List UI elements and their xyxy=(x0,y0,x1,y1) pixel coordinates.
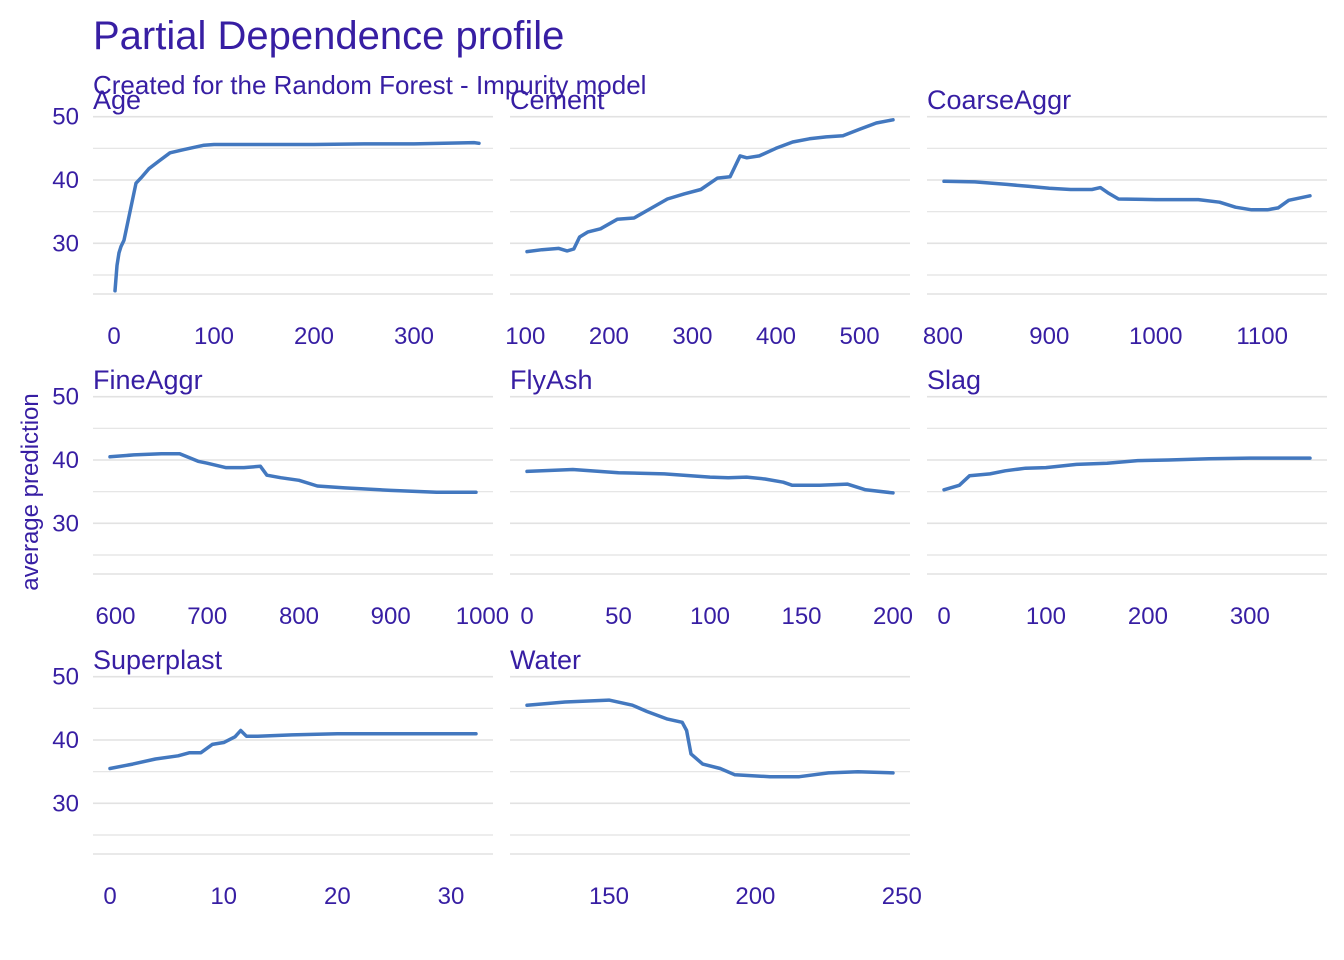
panel-label: Cement xyxy=(510,85,605,115)
panel-label: Water xyxy=(510,645,581,675)
x-tick-label: 300 xyxy=(672,323,712,350)
x-tick-label: 100 xyxy=(194,323,234,350)
x-tick-label: 1000 xyxy=(456,603,509,630)
x-tick-label: 100 xyxy=(505,323,545,350)
panel-age: 30 40 50 0 100 200 300 Age xyxy=(52,85,493,350)
y-tick-label: 30 xyxy=(52,510,79,537)
x-tick-label: 50 xyxy=(605,603,632,630)
x-tick-label: 1100 xyxy=(1236,323,1288,350)
x-tick-label: 700 xyxy=(187,603,227,630)
y-tick-label: 40 xyxy=(52,167,79,194)
x-tick-label: 600 xyxy=(95,603,135,630)
x-tick-label: 1000 xyxy=(1129,323,1182,350)
profile-line-superplast xyxy=(108,728,478,771)
x-tick-label: 500 xyxy=(840,323,880,350)
y-tick-label: 40 xyxy=(52,727,79,754)
x-tick-label: 20 xyxy=(324,883,351,910)
x-tick-label: 0 xyxy=(107,323,120,350)
panel-label: Superplast xyxy=(93,645,223,675)
x-tick-label: 200 xyxy=(873,603,913,630)
y-tick-label: 40 xyxy=(52,447,79,474)
x-tick-label: 100 xyxy=(1026,603,1066,630)
panel-label: FlyAsh xyxy=(510,365,593,395)
panel-superplast: 30 40 50 0 10 20 30 Superplast xyxy=(52,645,493,910)
x-tick-label: 30 xyxy=(438,883,465,910)
x-tick-label: 0 xyxy=(520,603,533,630)
profile-line-flyash xyxy=(525,467,895,495)
x-tick-label: 200 xyxy=(735,883,775,910)
y-axis-label: average prediction xyxy=(17,393,44,590)
panel-label: Slag xyxy=(927,365,981,395)
profile-line-coarseaggr xyxy=(942,179,1312,212)
y-tick-label: 50 xyxy=(52,104,79,131)
x-tick-label: 300 xyxy=(1230,603,1270,630)
y-tick-label: 50 xyxy=(52,384,79,411)
x-tick-label: 300 xyxy=(394,323,434,350)
panel-label: Age xyxy=(93,85,141,115)
x-tick-label: 900 xyxy=(1029,323,1069,350)
panel-flyash: 0 50 100 150 200 FlyAsh xyxy=(510,365,913,630)
x-tick-label: 900 xyxy=(371,603,411,630)
x-tick-label: 200 xyxy=(1128,603,1168,630)
x-tick-label: 0 xyxy=(103,883,116,910)
y-tick-label: 50 xyxy=(52,664,79,691)
x-tick-label: 800 xyxy=(279,603,319,630)
chart-title: Partial Dependence profile xyxy=(93,14,565,58)
y-tick-label: 30 xyxy=(52,790,79,817)
profile-line-age xyxy=(113,140,481,293)
x-tick-label: 0 xyxy=(937,603,950,630)
x-tick-label: 200 xyxy=(294,323,334,350)
x-tick-label: 10 xyxy=(210,883,237,910)
x-tick-label: 100 xyxy=(690,603,730,630)
panel-coarseaggr: 800 900 1000 1100 CoarseAggr xyxy=(923,85,1327,350)
x-tick-label: 200 xyxy=(589,323,629,350)
profile-line-fineaggr xyxy=(108,451,478,495)
panel-label: FineAggr xyxy=(93,365,203,395)
panel-water: 150 200 250 Water xyxy=(510,645,922,910)
profile-line-cement xyxy=(525,118,895,254)
profile-line-water xyxy=(525,698,895,779)
x-tick-label: 250 xyxy=(882,883,922,910)
x-tick-label: 150 xyxy=(781,603,821,630)
x-tick-label: 400 xyxy=(756,323,796,350)
panel-slag: 0 100 200 300 Slag xyxy=(927,365,1327,630)
x-tick-label: 800 xyxy=(923,323,963,350)
panel-cement: 100 200 300 400 500 Cement xyxy=(505,85,910,350)
y-tick-label: 30 xyxy=(52,230,79,257)
panel-label: CoarseAggr xyxy=(927,85,1071,115)
panel-fineaggr: 30 40 50 600 700 800 900 1000 FineAggr xyxy=(52,365,509,630)
chart-subtitle: Created for the Random Forest - Impurity… xyxy=(93,70,647,100)
profile-line-slag xyxy=(942,456,1312,492)
x-tick-label: 150 xyxy=(589,883,629,910)
